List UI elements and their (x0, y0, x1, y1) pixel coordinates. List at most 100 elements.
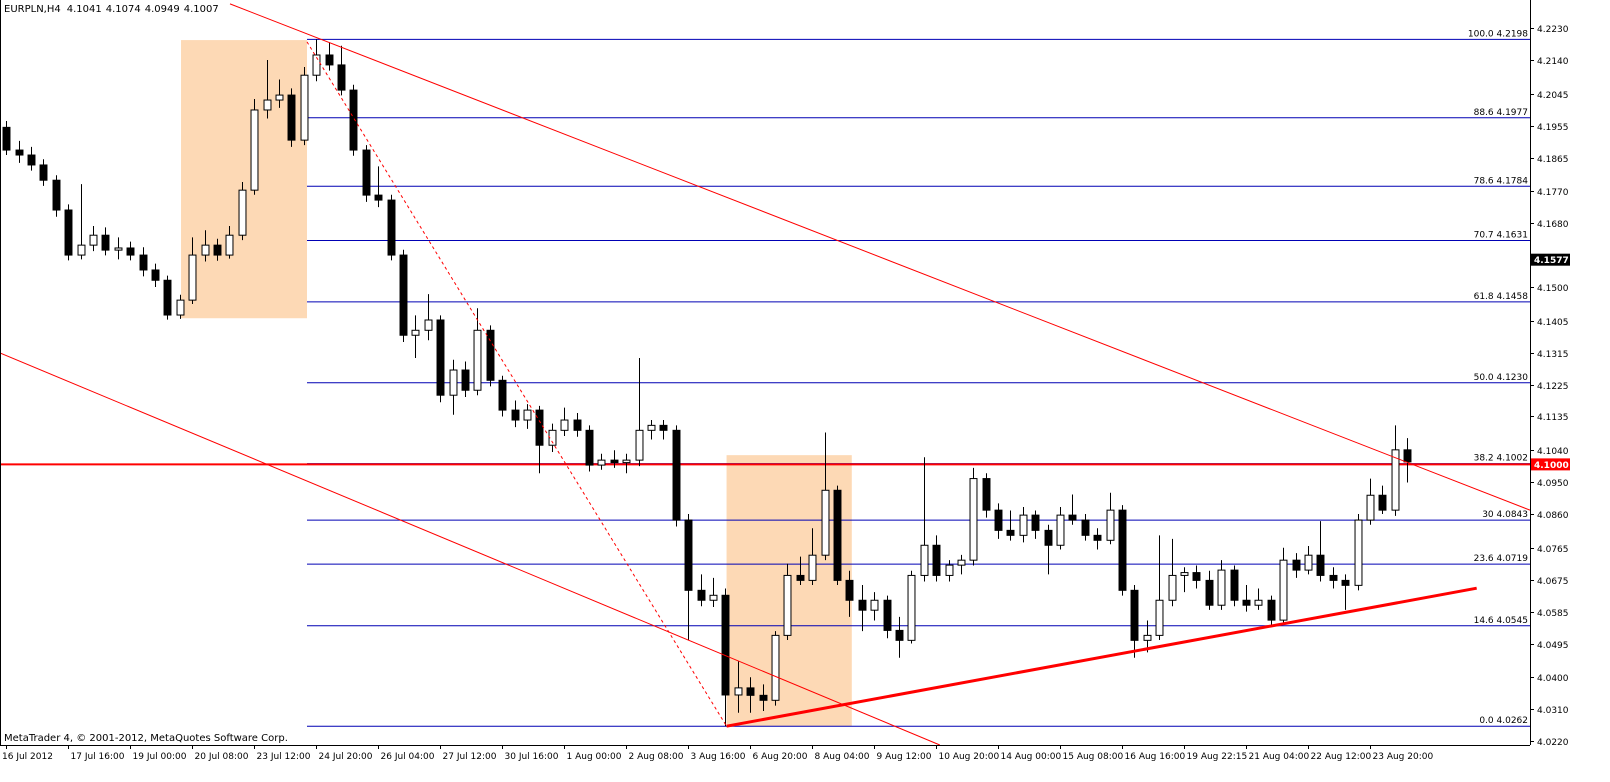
y-tick-label: 4.0950 (1537, 479, 1569, 489)
y-tick-label: 4.0765 (1537, 545, 1569, 555)
x-tick-label: 2 Aug 08:00 (629, 752, 684, 762)
y-tick-label: 4.1405 (1537, 318, 1569, 328)
candle-body (734, 687, 743, 696)
x-tick-label: 23 Aug 20:00 (1373, 752, 1434, 762)
y-tick-label: 4.1500 (1537, 284, 1569, 294)
candle-body (709, 594, 718, 601)
candle-body (1230, 569, 1239, 601)
candle-body (1329, 574, 1338, 581)
y-tick-label: 4.1955 (1537, 123, 1569, 133)
candle-body (647, 424, 656, 431)
fib-level-label: 61.8 4.1458 (1474, 292, 1529, 302)
candle-body (449, 369, 458, 396)
candle-body (411, 329, 420, 336)
candle-body (2, 126, 11, 151)
candle-body (287, 94, 296, 141)
candle-body (1019, 514, 1028, 536)
candle-body (548, 429, 557, 446)
candle-body (1155, 599, 1164, 636)
candle-body (746, 687, 755, 696)
y-tick-label: 4.1770 (1537, 188, 1569, 198)
trendline (726, 586, 1477, 728)
candle-body (994, 509, 1003, 531)
candle-body (176, 299, 185, 316)
fib-level-label: 88.6 4.1977 (1474, 108, 1528, 118)
candle-body (1378, 494, 1387, 511)
candle-body (312, 54, 321, 76)
candle-body (721, 594, 730, 696)
candle-body (225, 234, 234, 256)
candle-body (473, 329, 482, 391)
candle-body (1044, 529, 1053, 546)
candle-body (1180, 572, 1189, 576)
candle-body (883, 599, 892, 631)
y-tick-label: 4.1135 (1537, 413, 1569, 423)
candle-body (969, 478, 978, 561)
candle-body (1168, 574, 1177, 601)
candle-body (1304, 554, 1313, 571)
y-tick-label: 4.0310 (1537, 706, 1569, 716)
candle-body (362, 149, 371, 196)
candle-body (1242, 599, 1251, 606)
fib-level-label: 50.0 4.1230 (1474, 373, 1529, 383)
candle-body (213, 244, 222, 256)
candle-body (126, 247, 135, 256)
candle-body (89, 234, 98, 246)
candle-body (535, 409, 544, 446)
candle-body (250, 109, 259, 191)
x-tick-label: 19 Jul 00:00 (133, 752, 187, 762)
candle-body (163, 279, 172, 316)
candles (2, 39, 1412, 727)
candle-body (511, 409, 520, 421)
chart-header: EURPLN,H4 4.1041 4.1074 4.0949 4.1007 (4, 4, 219, 15)
candle-body (957, 559, 966, 566)
x-tick-label: 16 Jul 2012 (2, 752, 53, 762)
y-tick-label: 4.2045 (1537, 91, 1569, 101)
candle-body (659, 424, 668, 431)
y-tick-label: 4.0495 (1537, 641, 1569, 651)
candle-body (920, 544, 929, 576)
candle-body (895, 629, 904, 641)
candle-body (101, 234, 110, 251)
candle-body (635, 429, 644, 461)
x-tick-label: 21 Aug 04:00 (1249, 752, 1310, 762)
candle-body (1341, 579, 1350, 586)
drawings-front (0, 3, 1531, 746)
footer: MetaTrader 4, © 2001-2012, MetaQuotes So… (4, 733, 288, 744)
candle-body (1081, 519, 1090, 536)
header-open: 4.1041 (67, 4, 102, 15)
header-low: 4.0949 (145, 4, 180, 15)
candle-body (1279, 559, 1288, 621)
trendline (229, 3, 1531, 511)
candle-body (585, 429, 594, 466)
candle-body (139, 254, 148, 271)
candle-body (64, 209, 73, 256)
header-close: 4.1007 (184, 4, 219, 15)
candle-body (188, 254, 197, 301)
price-label: 4.1577 (1534, 256, 1569, 266)
x-tick-label: 1 Aug 00:00 (567, 752, 622, 762)
x-tick-label: 19 Aug 22:15 (1187, 752, 1248, 762)
candle-body (263, 99, 272, 111)
x-tick-label: 27 Jul 12:00 (443, 752, 497, 762)
candle-body (114, 247, 123, 251)
candle-body (610, 459, 619, 464)
candle-body (759, 694, 768, 701)
candle-body (1205, 579, 1214, 606)
candle-body (523, 409, 532, 421)
y-tick-label: 4.0675 (1537, 577, 1569, 587)
candle-body (597, 459, 606, 466)
candle-body (1267, 599, 1276, 621)
candle-body (275, 94, 284, 101)
fib-level-label: 0.0 4.0262 (1479, 716, 1528, 726)
candle-body (1292, 559, 1301, 571)
candle-body (684, 519, 693, 591)
candle-body (1106, 509, 1115, 541)
candle-body (52, 179, 61, 211)
fib-level-label: 78.6 4.1784 (1474, 176, 1529, 186)
candle-body (771, 634, 780, 701)
highlight-box (181, 40, 307, 319)
candle-body (461, 369, 470, 391)
x-tick-label: 9 Aug 12:00 (877, 752, 932, 762)
